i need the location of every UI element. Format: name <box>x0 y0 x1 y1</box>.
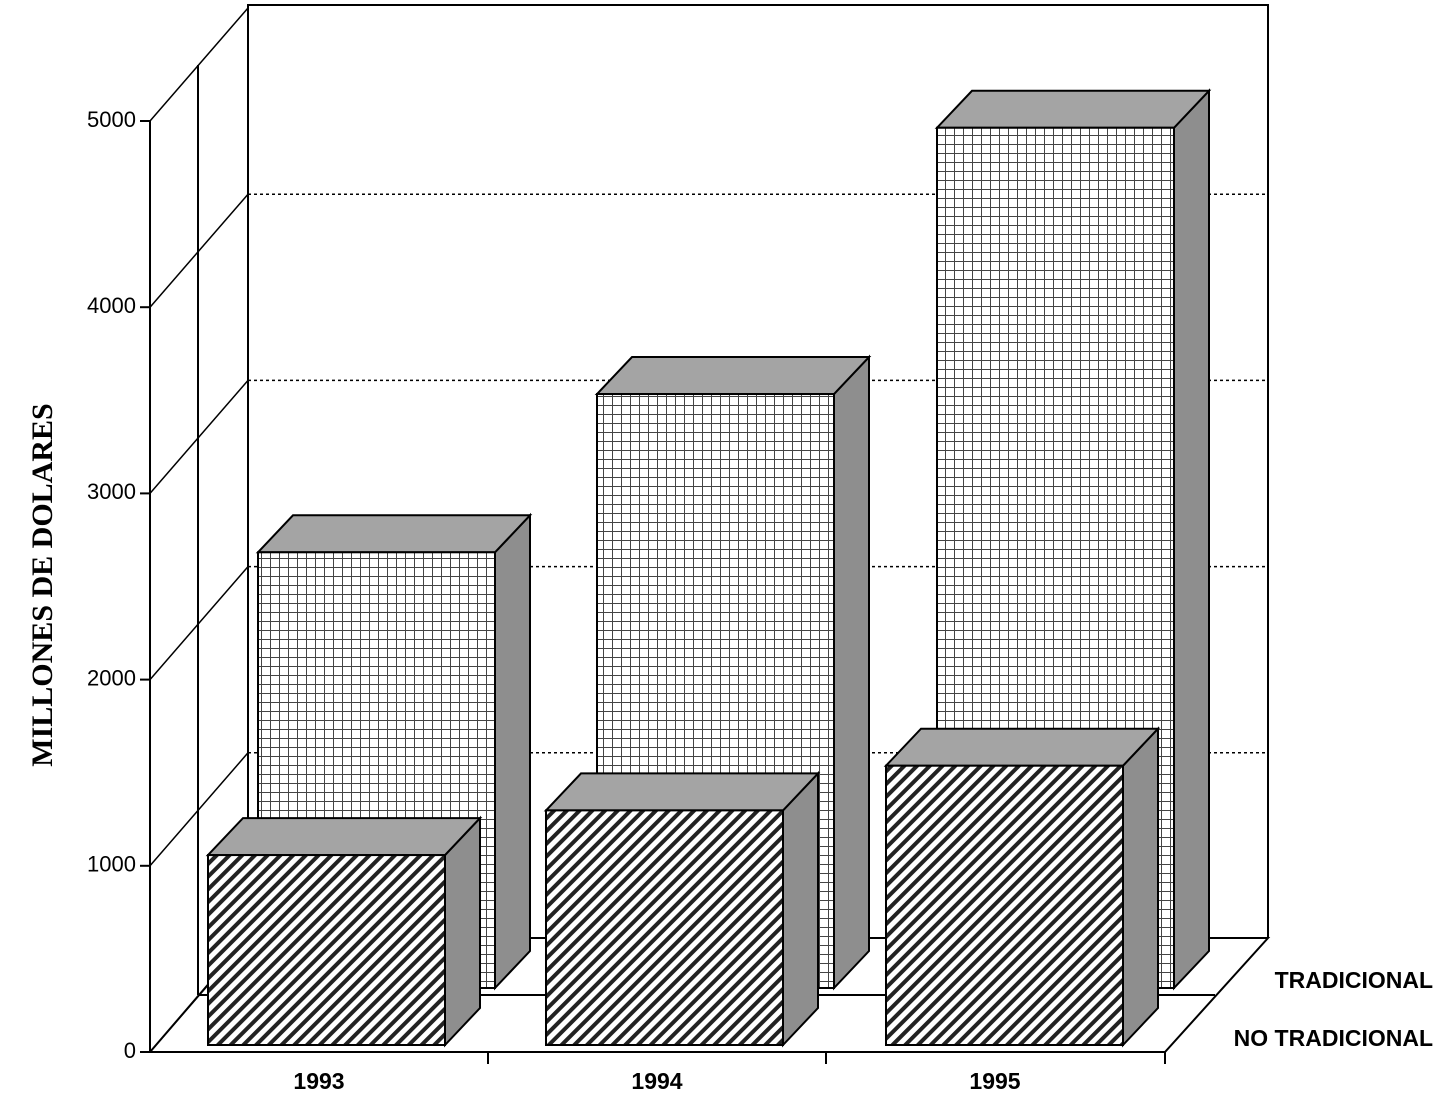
bar-top <box>934 89 1212 129</box>
bar-side <box>833 354 870 991</box>
bar-top <box>205 817 483 857</box>
bar-side <box>782 770 819 1048</box>
bar-front <box>885 764 1124 1046</box>
y-tick-label: 3000 <box>87 479 136 504</box>
legend-label: TRADICIONAL <box>1275 967 1433 993</box>
y-tick-label: 4000 <box>87 293 136 318</box>
wall-line <box>149 752 249 867</box>
bar-top <box>883 727 1161 767</box>
bar-top <box>543 772 821 812</box>
wall-line <box>149 379 249 494</box>
x-tick-label: 1993 <box>293 1068 344 1094</box>
legend-label: NO TRADICIONAL <box>1234 1025 1433 1051</box>
y-tick-label: 2000 <box>87 665 136 690</box>
bar-side <box>494 512 531 991</box>
x-tick-label: 1995 <box>969 1068 1020 1094</box>
bar-top <box>255 514 533 554</box>
wall-line <box>149 7 249 122</box>
wall-line <box>149 566 249 681</box>
y-tick-label: 0 <box>124 1038 136 1063</box>
bar-front <box>207 854 446 1046</box>
bar-side <box>1173 88 1210 991</box>
x-tick-label: 1994 <box>631 1068 682 1094</box>
y-tick-label: 5000 <box>87 107 136 132</box>
bar-top <box>594 356 872 396</box>
y-axis-label: MILLONES DE DOLARES <box>26 403 59 766</box>
bar-side <box>444 815 481 1048</box>
bar-front <box>545 809 784 1046</box>
wall-line <box>149 193 249 308</box>
bar-side <box>1122 726 1159 1048</box>
y-tick-label: 1000 <box>87 852 136 877</box>
